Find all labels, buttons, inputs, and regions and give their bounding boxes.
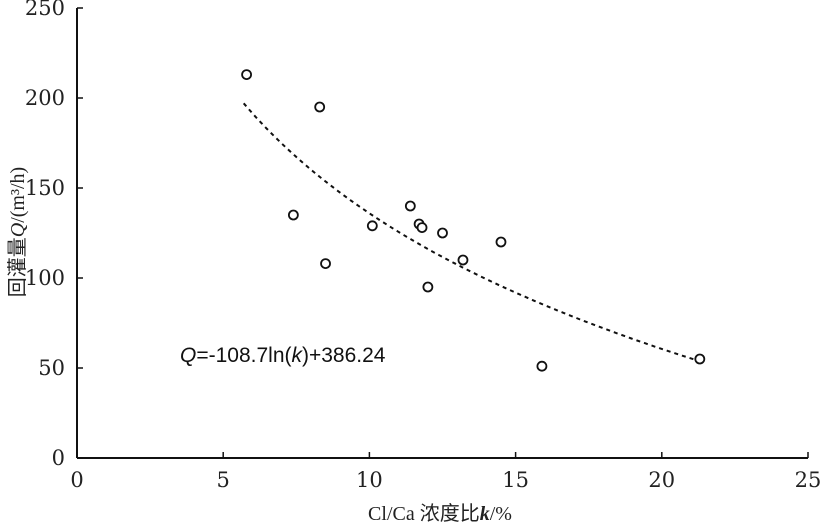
- data-point: [314, 101, 326, 113]
- data-point: [437, 227, 448, 239]
- axes: [76, 8, 808, 459]
- data-point: [320, 258, 331, 270]
- data-point: [694, 353, 706, 365]
- x-ticks: 0 5 10 15 20 25: [70, 452, 821, 492]
- x-tick-label: 5: [217, 468, 230, 492]
- x-tick-label: 20: [648, 468, 675, 492]
- x-tick-label: 15: [502, 468, 529, 492]
- data-point: [404, 200, 416, 212]
- fit-equation: Q=-108.7ln(k)+386.24: [180, 344, 386, 367]
- y-tick-label: 200: [25, 86, 65, 110]
- y-tick-label: 250: [25, 0, 65, 20]
- y-ticks: 0 50 100 150 200 250: [25, 0, 83, 470]
- fit-curve: [242, 102, 701, 363]
- x-tick-label: 25: [795, 468, 822, 492]
- data-point: [416, 222, 428, 234]
- data-points: [241, 69, 706, 372]
- data-point: [241, 69, 252, 80]
- fit-curve-group: [242, 102, 701, 363]
- x-tick-label: 0: [70, 468, 83, 492]
- data-point: [422, 281, 434, 293]
- y-tick-label: 150: [25, 176, 65, 200]
- data-point: [536, 360, 548, 372]
- y-tick-label: 50: [38, 356, 65, 380]
- y-axis-title: 回灌量Q/(m³/h): [6, 167, 29, 297]
- data-point: [457, 254, 469, 266]
- y-tick-label: 100: [25, 266, 65, 290]
- x-axis-title: Cl/Ca 浓度比k/%: [368, 502, 512, 525]
- data-point: [366, 220, 378, 232]
- y-tick-label: 0: [52, 446, 65, 470]
- x-tick-label: 10: [356, 468, 383, 492]
- data-point: [287, 209, 299, 221]
- data-point: [495, 236, 507, 248]
